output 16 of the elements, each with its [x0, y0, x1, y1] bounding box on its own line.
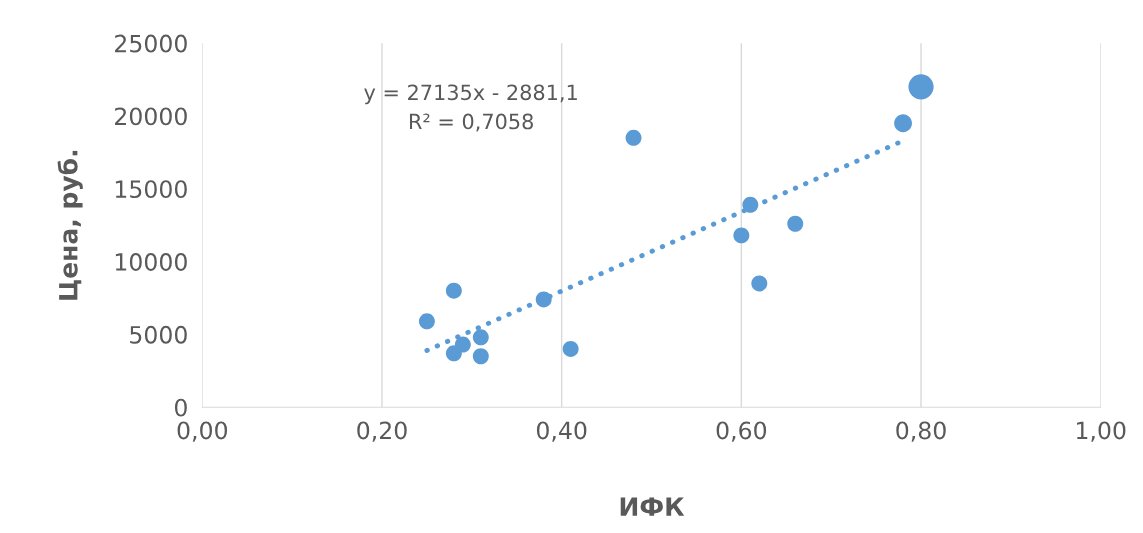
x-tick-label: 1,00	[1077, 421, 1126, 442]
x-tick-label: 0,20	[357, 421, 407, 442]
y-tick-label: 10000	[115, 253, 187, 271]
y-tick-label: 5000	[130, 325, 187, 344]
y-tick-label: 15000	[115, 180, 187, 199]
x-axis-title: ИФК	[620, 497, 685, 516]
x-tick-label: 0,80	[896, 421, 946, 442]
x-tick-label: 0,60	[716, 421, 767, 442]
annotation: y = 27135x - 2881,1	[364, 84, 577, 105]
y-tick-label: 25000	[115, 34, 187, 53]
x-tick-label: 0,40	[536, 421, 587, 442]
y-tick-label: 0	[174, 398, 187, 417]
x-tick-label: 0,00	[177, 421, 228, 442]
y-tick-label: 20000	[115, 107, 187, 126]
y-axis-title: Цена, руб.	[57, 150, 83, 300]
annotation: R² = 0,7058	[409, 113, 533, 132]
